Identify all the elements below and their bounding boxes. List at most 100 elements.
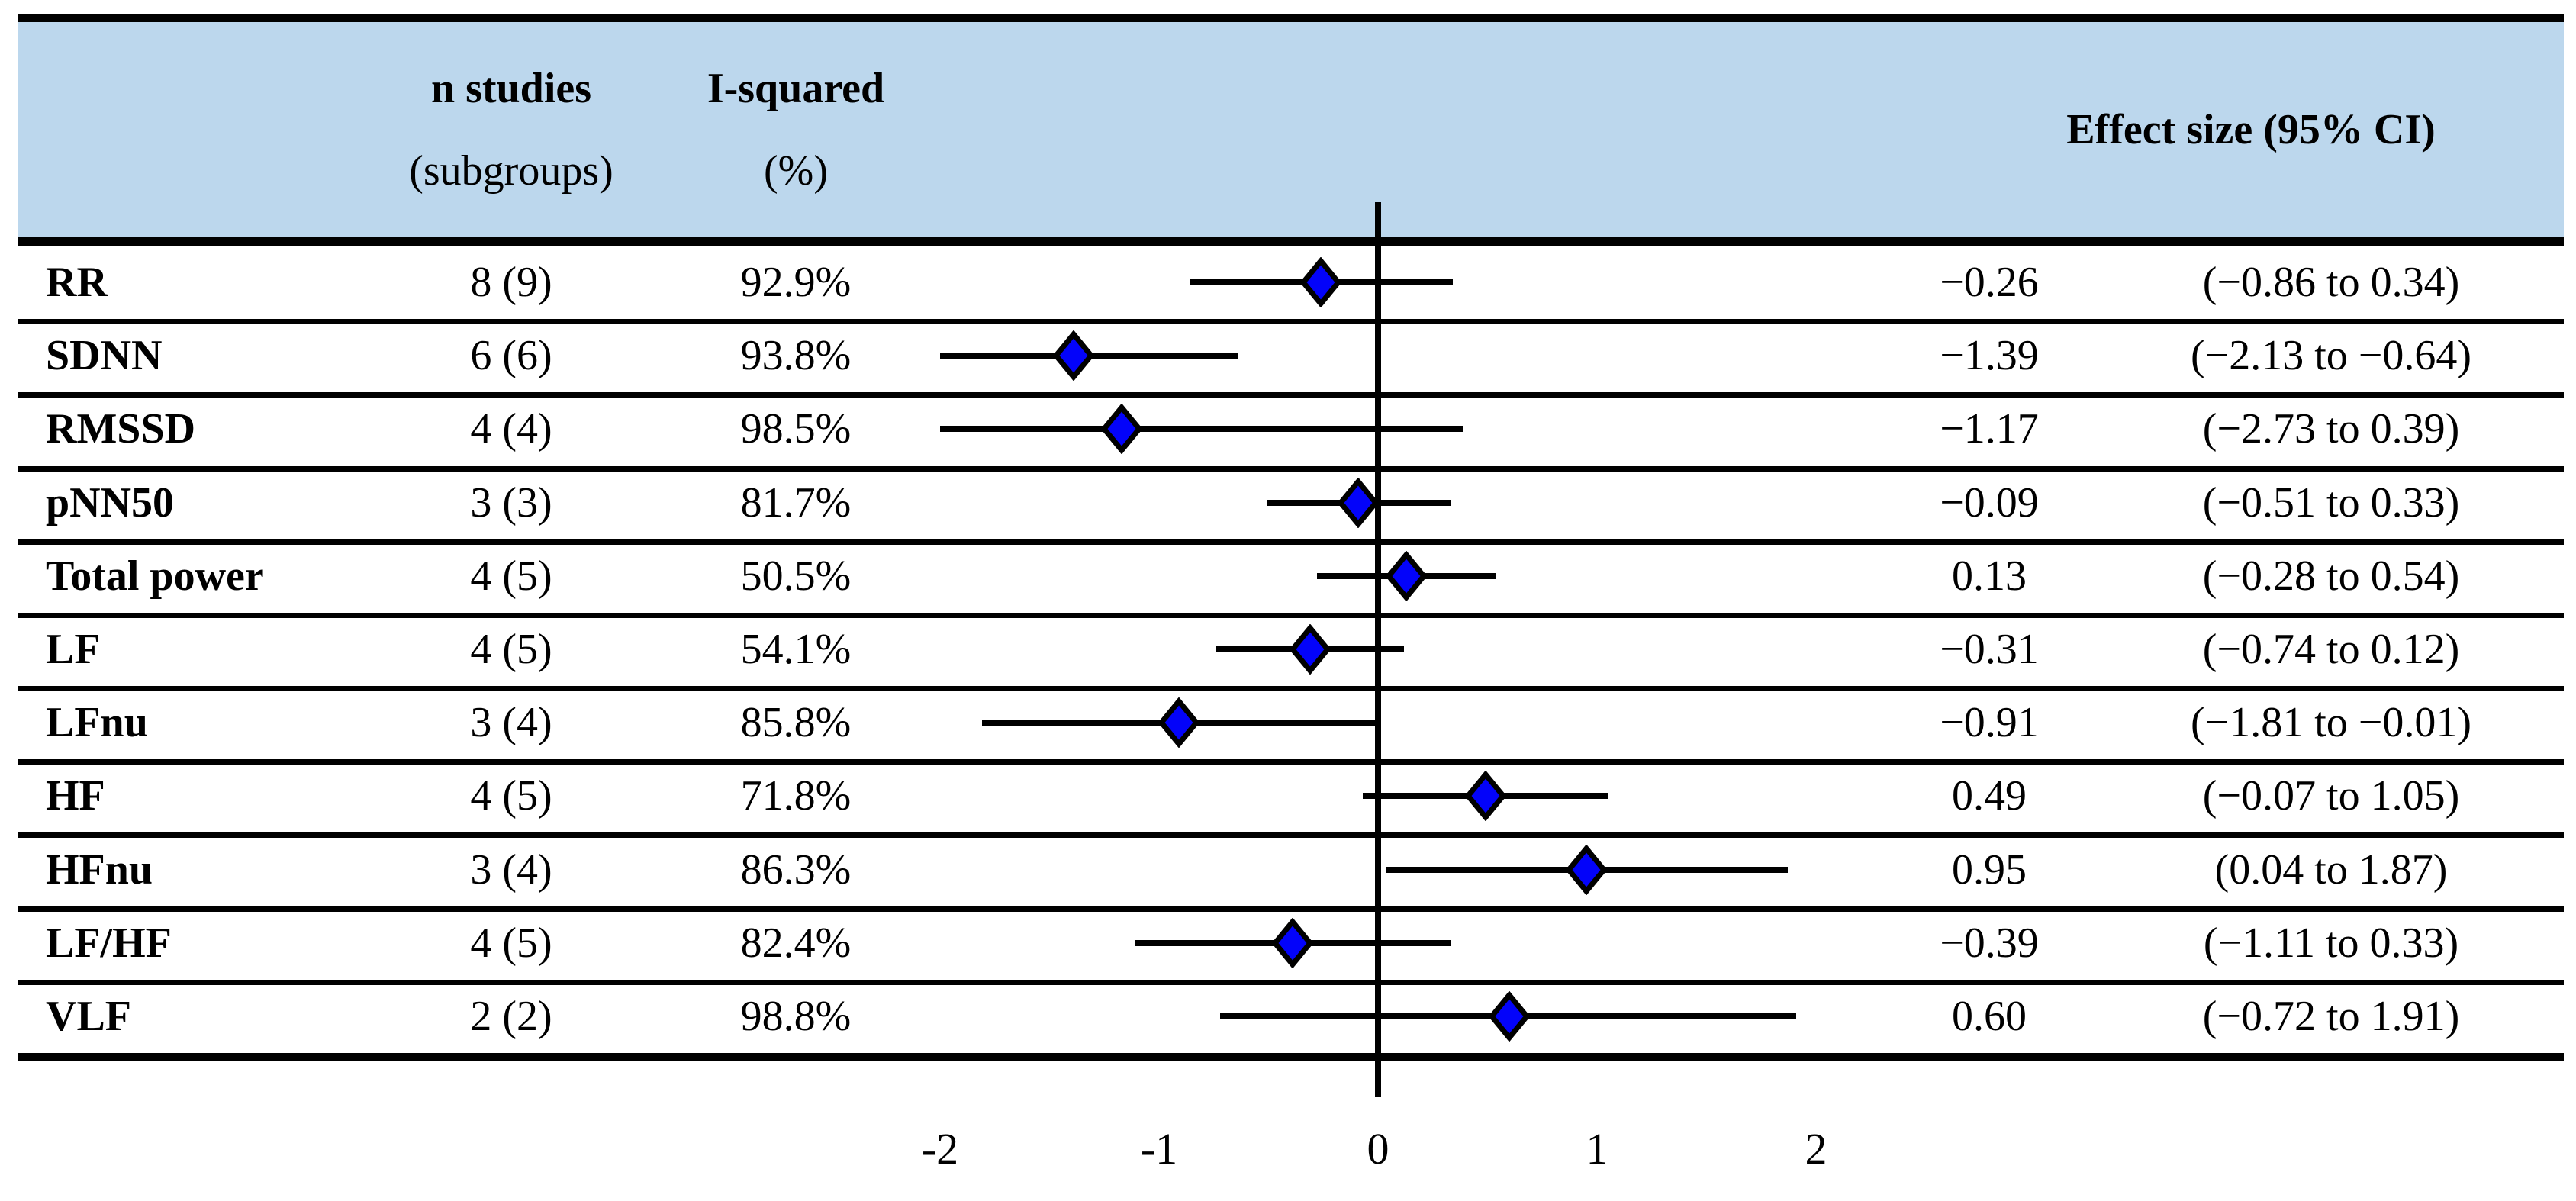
row-effect-size: −0.39 (1940, 919, 2039, 967)
row-i-squared: 93.8% (740, 332, 852, 380)
effect-diamond (1385, 550, 1428, 601)
row-separator (18, 832, 2564, 839)
row-separator (18, 392, 2564, 398)
table-row: LF/HF 4 (5) 82.4% −0.39 (−1.11 to 0.33) (18, 906, 2564, 980)
effect-diamond (1271, 917, 1314, 968)
row-separator (18, 465, 2564, 472)
row-ci-text: (−0.51 to 0.33) (2202, 478, 2460, 526)
table-row: HFnu 3 (4) 86.3% 0.95 (0.04 to 1.87) (18, 832, 2564, 906)
ci-line (940, 426, 1463, 433)
effect-diamond (1052, 330, 1095, 382)
row-n-studies: 6 (6) (470, 332, 552, 380)
effect-diamond (1299, 257, 1342, 308)
row-n-studies: 3 (4) (470, 699, 552, 747)
x-axis-tick-label: 0 (1367, 1124, 1389, 1174)
row-i-squared: 86.3% (740, 845, 852, 894)
table-row: VLF 2 (2) 98.8% 0.60 (−0.72 to 1.91) (18, 980, 2564, 1053)
row-label: LFnu (46, 699, 148, 747)
row-n-studies: 4 (4) (470, 405, 552, 453)
table-bottom-border (18, 1053, 2564, 1061)
row-effect-size: −0.09 (1940, 478, 2039, 526)
table-row: HF 4 (5) 71.8% 0.49 (−0.07 to 1.05) (18, 759, 2564, 832)
row-effect-size: −0.26 (1940, 259, 2039, 307)
row-ci-text: (−0.86 to 0.34) (2202, 259, 2460, 307)
row-label: RR (46, 259, 108, 307)
row-separator (18, 612, 2564, 618)
row-label: Total power (46, 552, 264, 600)
row-n-studies: 8 (9) (470, 259, 552, 307)
table-top-border (18, 14, 2564, 22)
row-separator (18, 759, 2564, 765)
col-header-i-squared-line1: I-squared (707, 64, 885, 112)
effect-diamond (1158, 697, 1200, 749)
row-i-squared: 85.8% (740, 699, 852, 747)
effect-diamond (1488, 990, 1531, 1042)
col-header-n-studies-line2: (subgroups) (409, 147, 613, 195)
row-ci-text: (−1.81 to −0.01) (2190, 699, 2472, 747)
row-effect-size: 0.60 (1952, 992, 2027, 1040)
row-ci-text: (−2.73 to 0.39) (2202, 405, 2460, 453)
table-row: LF 4 (5) 54.1% −0.31 (−0.74 to 0.12) (18, 613, 2564, 686)
row-n-studies: 4 (5) (470, 772, 552, 820)
row-separator (18, 686, 2564, 692)
table-row: LFnu 3 (4) 85.8% −0.91 (−1.81 to −0.01) (18, 686, 2564, 759)
row-i-squared: 50.5% (740, 552, 852, 600)
row-n-studies: 3 (3) (470, 478, 552, 526)
row-n-studies: 3 (4) (470, 845, 552, 894)
col-header-effect-size-text: Effect size (95% CI) (2066, 105, 2436, 153)
row-n-studies: 4 (5) (470, 625, 552, 673)
effect-diamond (1289, 623, 1331, 675)
row-separator (18, 979, 2564, 985)
effect-diamond (1565, 844, 1608, 895)
row-label: SDNN (46, 332, 163, 380)
table-header: n studies (subgroups) I-squared (%) Effe… (18, 22, 2564, 237)
row-ci-text: (0.04 to 1.87) (2214, 845, 2448, 894)
row-ci-text: (−0.28 to 0.54) (2202, 552, 2460, 600)
col-header-effect-size: Effect size (95% CI) (1984, 22, 2518, 237)
row-label: LF (46, 625, 101, 673)
row-label: HF (46, 772, 105, 820)
row-effect-size: 0.49 (1952, 772, 2027, 820)
row-n-studies: 4 (5) (470, 919, 552, 967)
row-ci-text: (−2.13 to −0.64) (2190, 332, 2472, 380)
x-axis-tick-label: -2 (921, 1124, 959, 1174)
col-header-i-squared-line2: (%) (764, 147, 828, 195)
row-i-squared: 92.9% (740, 259, 852, 307)
table-row: pNN50 3 (3) 81.7% −0.09 (−0.51 to 0.33) (18, 466, 2564, 539)
effect-diamond (1337, 477, 1380, 528)
row-ci-text: (−0.74 to 0.12) (2202, 625, 2460, 673)
row-label: HFnu (46, 845, 153, 894)
table-row: RMSSD 4 (4) 98.5% −1.17 (−2.73 to 0.39) (18, 392, 2564, 465)
row-i-squared: 82.4% (740, 919, 852, 967)
row-label: VLF (46, 992, 131, 1040)
row-i-squared: 54.1% (740, 625, 852, 673)
row-effect-size: 0.95 (1952, 845, 2027, 894)
row-label: LF/HF (46, 919, 172, 967)
row-ci-text: (−0.07 to 1.05) (2202, 772, 2460, 820)
col-header-i-squared: I-squared (%) (643, 22, 948, 237)
row-ci-text: (−1.11 to 0.33) (2203, 919, 2459, 967)
row-effect-size: −1.39 (1940, 332, 2039, 380)
effect-diamond (1100, 404, 1143, 455)
row-n-studies: 4 (5) (470, 552, 552, 600)
x-axis-tick-label: 1 (1586, 1124, 1608, 1174)
row-effect-size: 0.13 (1952, 552, 2027, 600)
col-header-n-studies: n studies (subgroups) (366, 22, 656, 237)
row-i-squared: 98.8% (740, 992, 852, 1040)
row-effect-size: −0.91 (1940, 699, 2039, 747)
table-row: RR 8 (9) 92.9% −0.26 (−0.86 to 0.34) (18, 246, 2564, 319)
row-label: RMSSD (46, 405, 196, 453)
header-divider (18, 237, 2564, 246)
x-axis-tick-label: -1 (1140, 1124, 1178, 1174)
row-i-squared: 71.8% (740, 772, 852, 820)
row-separator (18, 539, 2564, 545)
row-effect-size: −1.17 (1940, 405, 2039, 453)
row-n-studies: 2 (2) (470, 992, 552, 1040)
row-i-squared: 81.7% (740, 478, 852, 526)
row-ci-text: (−0.72 to 1.91) (2202, 992, 2460, 1040)
row-i-squared: 98.5% (740, 405, 852, 453)
row-separator (18, 906, 2564, 912)
row-separator (18, 319, 2564, 325)
effect-diamond (1464, 771, 1507, 822)
